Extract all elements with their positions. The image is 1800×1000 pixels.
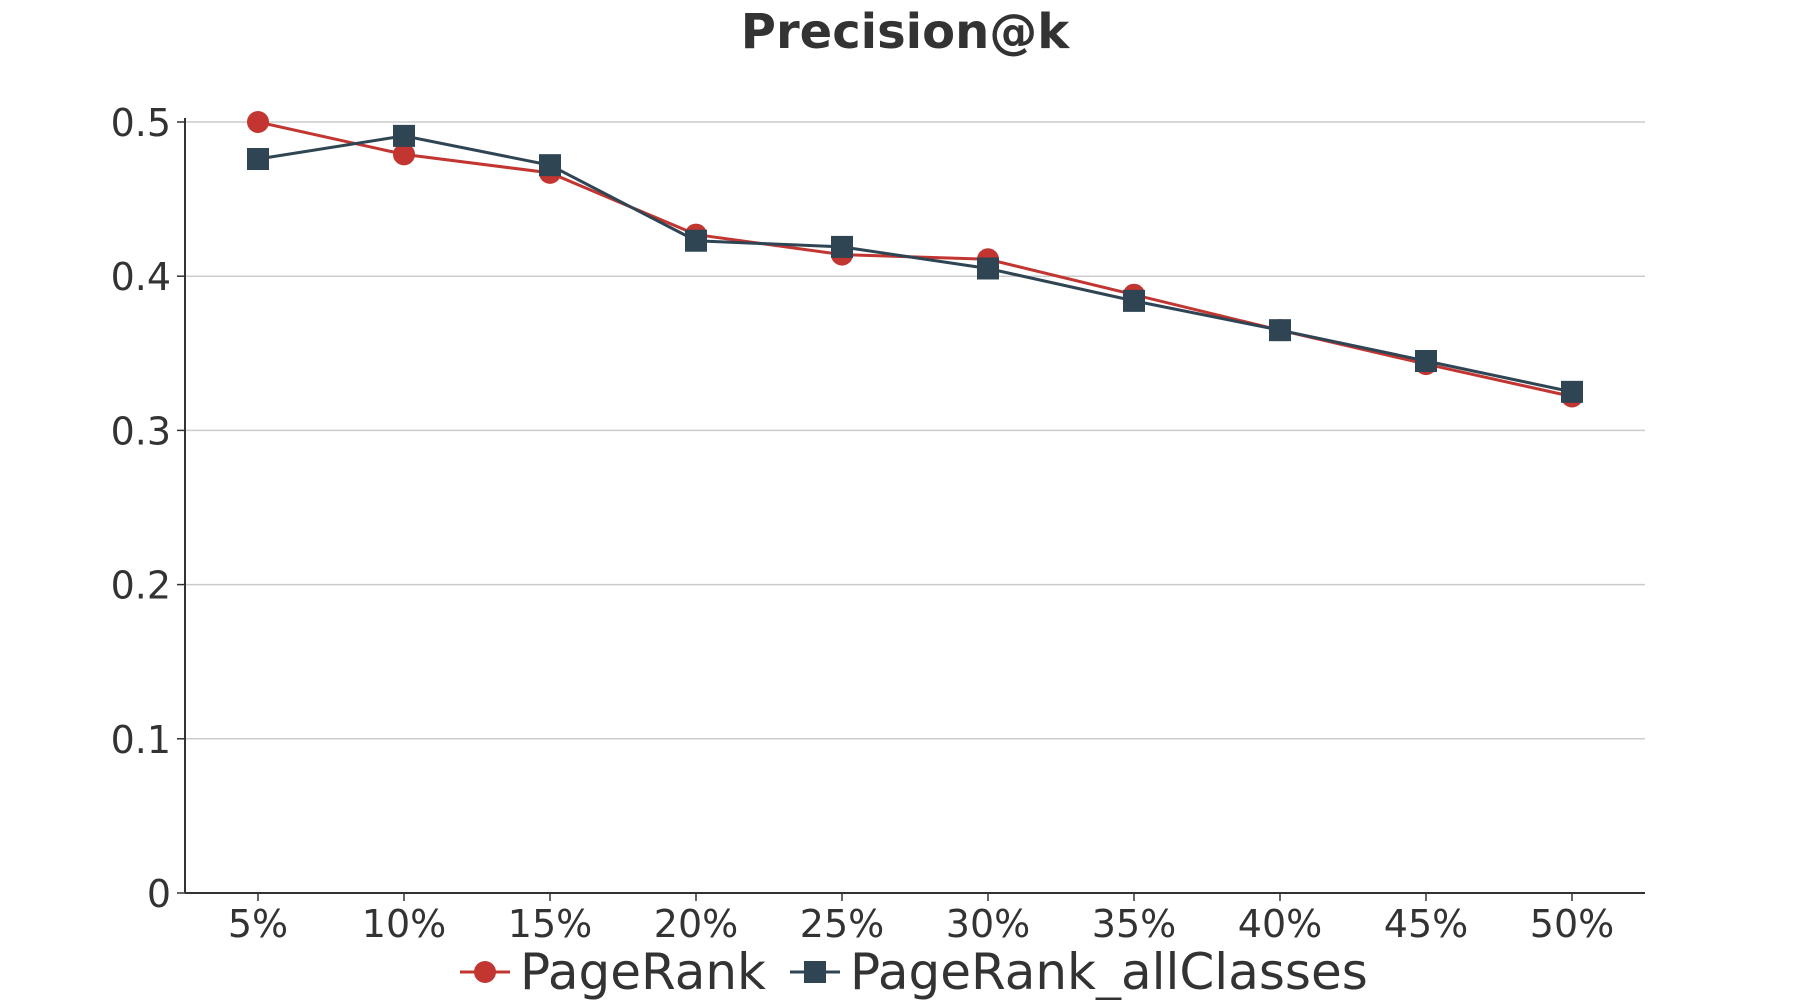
legend[interactable]: PageRank PageRank_allClasses: [460, 943, 1368, 1000]
series-line: [257, 134, 1573, 394]
y-tick-label: 0.5: [111, 101, 171, 145]
y-tick-label: 0.4: [111, 255, 171, 299]
x-tick-label: 50%: [1530, 902, 1614, 946]
chart-title: Precision@k: [741, 4, 1070, 60]
y-axis-ticks: 0 0.1 0.2 0.3 0.4 0.5: [111, 101, 185, 916]
data-point: [977, 257, 999, 280]
data-point: [247, 111, 269, 133]
data-point: [1123, 289, 1145, 312]
data-point: [539, 154, 561, 177]
x-tick-label: 15%: [508, 902, 592, 946]
legend-label: PageRank_allClasses: [850, 943, 1368, 1000]
data-point: [685, 229, 707, 252]
y-tick-label: 0.3: [111, 409, 171, 453]
legend-item-pagerank[interactable]: PageRank: [460, 943, 766, 1000]
legend-circle-icon: [474, 961, 496, 983]
x-tick-label: 35%: [1092, 902, 1176, 946]
y-tick-label: 0: [147, 872, 171, 916]
x-tick-label: 5%: [228, 902, 288, 946]
series-pagerank: [247, 111, 1583, 408]
axes: [184, 118, 1645, 894]
x-tick-label: 20%: [654, 902, 738, 946]
x-tick-label: 25%: [800, 902, 884, 946]
x-axis-ticks: 5% 10% 15% 20% 25% 30% 35% 40% 45% 50%: [228, 893, 1614, 946]
x-tick-label: 45%: [1384, 902, 1468, 946]
x-tick-label: 10%: [362, 902, 446, 946]
data-point: [831, 235, 853, 258]
data-point: [1415, 350, 1437, 373]
grid-lines: [185, 121, 1645, 740]
legend-square-icon: [804, 961, 826, 983]
y-tick-label: 0.1: [111, 718, 171, 762]
legend-item-pagerank-allclasses[interactable]: PageRank_allClasses: [790, 943, 1368, 1000]
series-group: [247, 111, 1583, 408]
series-line: [257, 120, 1573, 398]
y-tick-label: 0.2: [111, 564, 171, 608]
legend-label: PageRank: [520, 943, 766, 1000]
data-point: [247, 148, 269, 171]
data-point: [393, 143, 415, 166]
data-point: [1269, 319, 1291, 342]
series-pagerank-allclasses: [247, 124, 1583, 403]
data-point: [1561, 380, 1583, 403]
x-tick-label: 30%: [946, 902, 1030, 946]
x-tick-label: 40%: [1238, 902, 1322, 946]
data-point: [393, 124, 415, 147]
